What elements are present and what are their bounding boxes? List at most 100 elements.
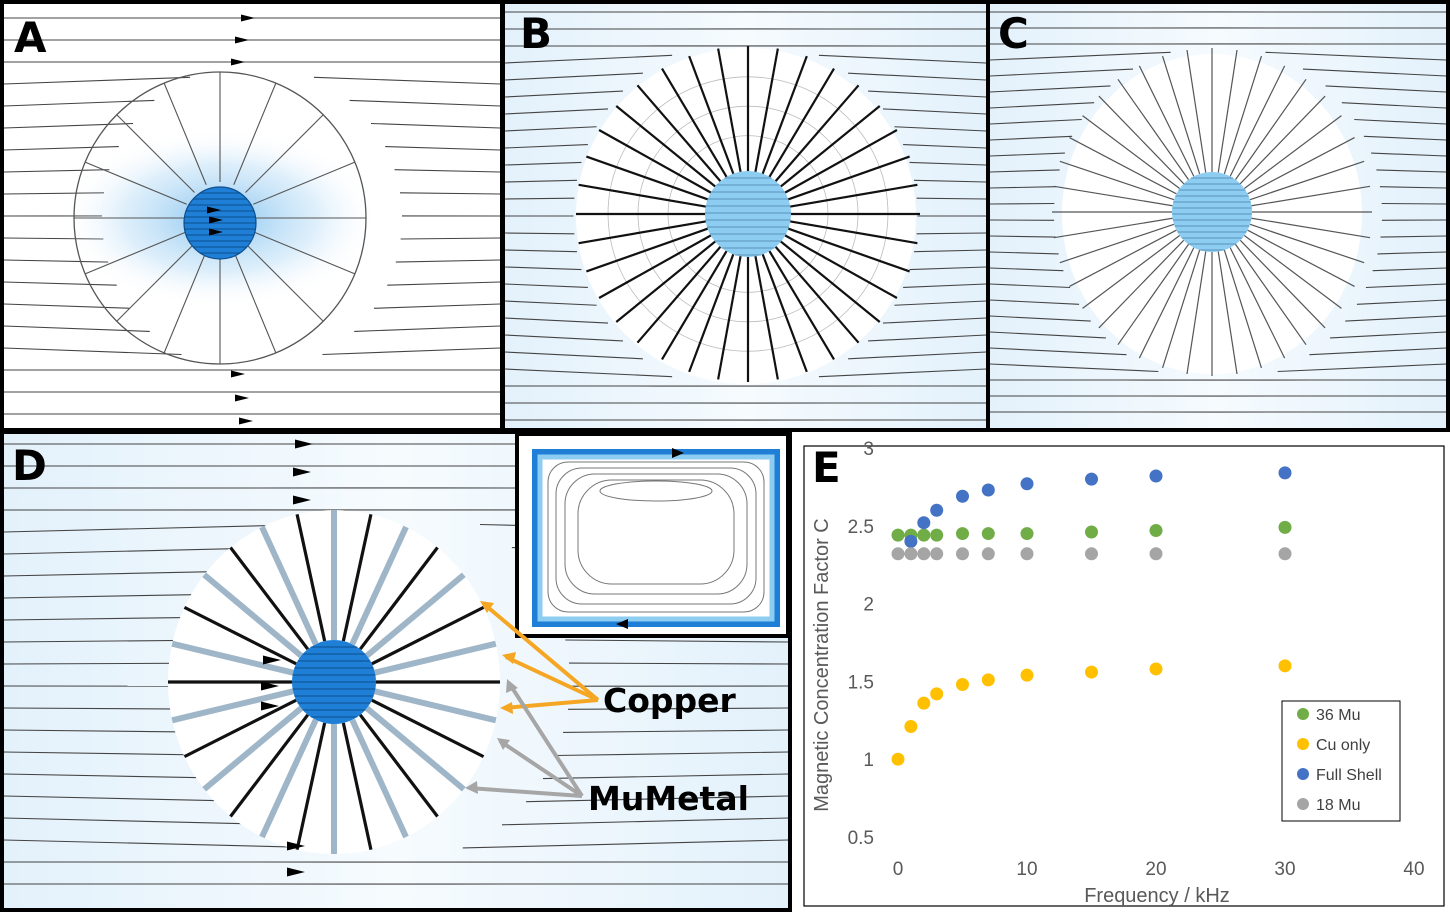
- data-point-18-mu: [904, 547, 918, 561]
- streamline: [1381, 202, 1446, 205]
- spoke: [253, 161, 356, 205]
- spoke: [202, 705, 304, 792]
- data-point-full-shell: [1085, 472, 1098, 486]
- spoke: [578, 183, 709, 209]
- streamline: [1376, 169, 1446, 173]
- inset-arrow-bottom: [616, 619, 628, 629]
- spoke: [1229, 247, 1286, 359]
- copper-label: Copper: [603, 681, 737, 720]
- flow-arrow: [293, 495, 311, 505]
- streamline: [354, 325, 500, 332]
- streamline: [569, 662, 788, 665]
- spoke: [760, 251, 808, 373]
- spoke: [1251, 217, 1371, 239]
- spoke: [1229, 65, 1286, 177]
- streamline: [1341, 102, 1446, 109]
- data-point-cu-only: [956, 678, 969, 692]
- spoke: [364, 705, 466, 792]
- panel-d-inset: [515, 432, 790, 638]
- spoke: [1235, 78, 1307, 180]
- data-point-full-shell: [904, 534, 918, 548]
- spoke: [1053, 217, 1173, 239]
- inset-boundary: [532, 449, 780, 627]
- spoke: [371, 605, 485, 666]
- data-point-18-mu: [1020, 547, 1034, 561]
- panel-a-core-lines: [184, 192, 256, 254]
- legend-marker: [1297, 798, 1309, 810]
- data-point-cu-only: [917, 696, 931, 710]
- spoke: [259, 525, 319, 646]
- streamline: [1325, 85, 1446, 93]
- x-tick-label: 10: [1016, 859, 1037, 880]
- panel-c-spokes: [1052, 48, 1372, 376]
- spoke: [688, 55, 736, 177]
- streamline: [542, 773, 788, 780]
- spoke: [1247, 229, 1355, 287]
- panel-b-streamlines: [505, 11, 986, 421]
- streamline: [914, 249, 986, 253]
- streamline: [1377, 251, 1446, 255]
- flow-arrow: [263, 655, 281, 665]
- legend-label: Cu only: [1316, 737, 1370, 754]
- data-point-36-mu: [956, 527, 969, 541]
- x-tick-label: 20: [1145, 859, 1166, 880]
- data-point-36-mu: [1020, 527, 1034, 541]
- panel-c-streamlines: [990, 11, 1446, 413]
- spoke: [245, 114, 324, 193]
- spoke: [358, 713, 439, 818]
- spoke: [229, 546, 310, 651]
- panel-d: D Copper: [0, 430, 792, 912]
- spoke: [1217, 49, 1238, 173]
- streamline: [1356, 299, 1446, 305]
- flow-arrow: [293, 467, 311, 477]
- streamline: [563, 729, 788, 733]
- spoke: [233, 82, 277, 185]
- streamline: [868, 334, 986, 342]
- spoke: [1223, 249, 1263, 369]
- spoke: [782, 233, 898, 299]
- streamline: [462, 839, 788, 849]
- data-point-full-shell: [1278, 466, 1292, 480]
- data-point-cu-only: [981, 673, 995, 687]
- spoke: [615, 105, 719, 190]
- y-tick-label: 2.5: [848, 517, 874, 538]
- spoke: [341, 722, 373, 851]
- spoke: [1186, 251, 1207, 375]
- legend-marker: [1297, 768, 1309, 780]
- spoke: [717, 253, 743, 380]
- data-point-18-mu: [1149, 547, 1163, 561]
- panel-a-arrows: [207, 14, 255, 425]
- data-point-18-mu: [981, 547, 995, 561]
- spoke: [295, 722, 327, 851]
- spoke: [202, 572, 304, 659]
- flow-arrow: [287, 841, 305, 851]
- spoke: [782, 129, 898, 195]
- flow-arrow: [209, 216, 223, 224]
- spoke: [116, 243, 195, 322]
- panel-a: A: [0, 0, 504, 432]
- streamline: [818, 54, 986, 64]
- data-point-full-shell: [981, 483, 995, 497]
- panel-e-label: E: [812, 443, 841, 492]
- x-tick-label: 40: [1403, 859, 1424, 880]
- spoke: [1249, 223, 1365, 264]
- panel-c: C: [986, 0, 1450, 432]
- spoke: [1161, 249, 1201, 369]
- spoke: [1082, 115, 1180, 189]
- streamline: [848, 351, 986, 360]
- streamline: [914, 179, 986, 183]
- spoke: [295, 513, 327, 642]
- spoke: [1069, 137, 1177, 195]
- inset-arrow-top: [672, 448, 684, 458]
- streamline: [848, 72, 986, 81]
- y-tick-label: 2: [863, 595, 874, 616]
- spoke: [787, 183, 918, 209]
- streamline: [370, 122, 500, 129]
- spoke: [760, 55, 808, 177]
- spoke: [615, 238, 719, 323]
- flow-arrow: [241, 14, 255, 22]
- spoke: [1239, 95, 1326, 185]
- streamline: [1277, 363, 1446, 373]
- data-point-full-shell: [917, 516, 931, 530]
